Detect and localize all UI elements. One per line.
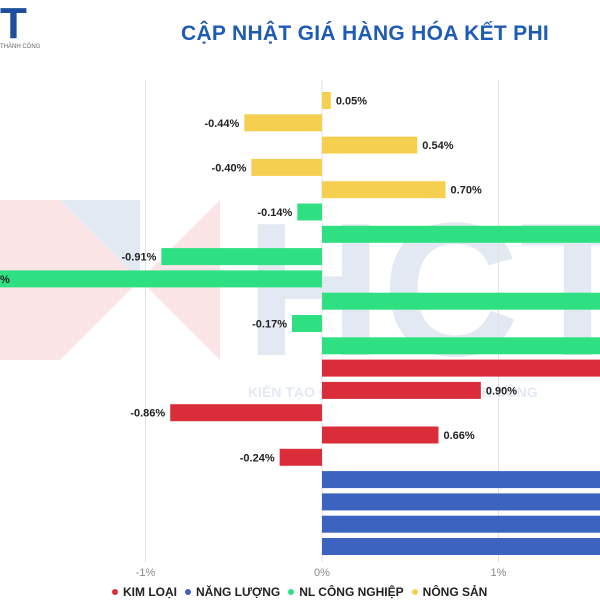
bar-value-label: 0.54% <box>422 140 453 152</box>
bar-value-label: % <box>0 274 10 286</box>
bar-value-label: -0.14% <box>257 207 292 219</box>
bar <box>170 404 322 422</box>
logo-caption: THÀNH CÔNG <box>0 44 41 50</box>
bar <box>322 538 600 555</box>
legend-dot <box>411 589 418 595</box>
legend-item: NÔNG SẢN <box>411 585 488 599</box>
bar <box>322 426 439 444</box>
bar-value-label: -0.40% <box>212 162 247 174</box>
x-axis-ticks: -1% 0% 1% <box>136 567 507 579</box>
bar-value-label: -0.91% <box>122 252 157 264</box>
bar <box>279 448 322 466</box>
bar <box>322 493 600 511</box>
bar-value-label: -0.17% <box>252 319 287 331</box>
bar <box>322 136 418 154</box>
bar <box>0 270 322 288</box>
bar-value-label: -0.24% <box>240 452 275 464</box>
bars <box>0 92 600 555</box>
bar <box>291 315 322 332</box>
bar <box>322 337 600 355</box>
x-tick-label: -1% <box>136 567 156 579</box>
logo-letter: T <box>0 0 27 48</box>
bar <box>322 225 600 243</box>
chart-title: CẬP NHẬT GIÁ HÀNG HÓA KẾT PHI <box>181 22 550 45</box>
legend-label: KIM LOẠI <box>123 585 177 599</box>
bar-value-label: -0.44% <box>204 118 239 130</box>
bar <box>322 292 600 310</box>
bar <box>161 248 322 266</box>
legend-item: KIM LOẠI <box>112 585 177 599</box>
legend-dot <box>112 589 118 595</box>
bar-value-label: 0.66% <box>443 430 474 442</box>
bar <box>322 92 331 109</box>
bar <box>322 381 481 399</box>
watermark-triangle-top <box>60 200 140 280</box>
bar-value-label: 0.90% <box>486 385 517 397</box>
legend-label: NĂNG LƯỢNG <box>196 585 281 599</box>
bar-value-label: 0.70% <box>451 185 482 197</box>
x-tick-label: 1% <box>491 567 507 579</box>
bar <box>251 158 322 176</box>
bar <box>322 359 600 377</box>
bar <box>322 471 600 489</box>
legend-item: NL CÔNG NGHIỆP <box>288 585 404 599</box>
legend-label: NÔNG SẢN <box>422 585 488 599</box>
data-labels: 0.05% -0.44% 0.54% -0.40% 0.70% -0.14% -0.91%%… <box>0 96 517 465</box>
legend: KIM LOẠI NĂNG LƯỢNG NL CÔNG NGHIỆP NÔNG SẢN <box>112 585 600 599</box>
legend-dot <box>288 589 295 595</box>
bar-value-label: -0.86% <box>130 408 165 420</box>
x-tick-label: 0% <box>314 567 330 579</box>
bar <box>322 181 446 199</box>
company-logo: T THÀNH CÔNG <box>0 2 80 51</box>
legend-dot <box>185 589 191 595</box>
bar-value-label: 0.05% <box>336 96 367 108</box>
legend-label: NL CÔNG NGHIỆP <box>299 585 404 599</box>
bar <box>297 203 322 221</box>
legend-item: NĂNG LƯỢNG <box>185 585 280 599</box>
bar <box>244 114 322 132</box>
bar <box>322 515 600 533</box>
